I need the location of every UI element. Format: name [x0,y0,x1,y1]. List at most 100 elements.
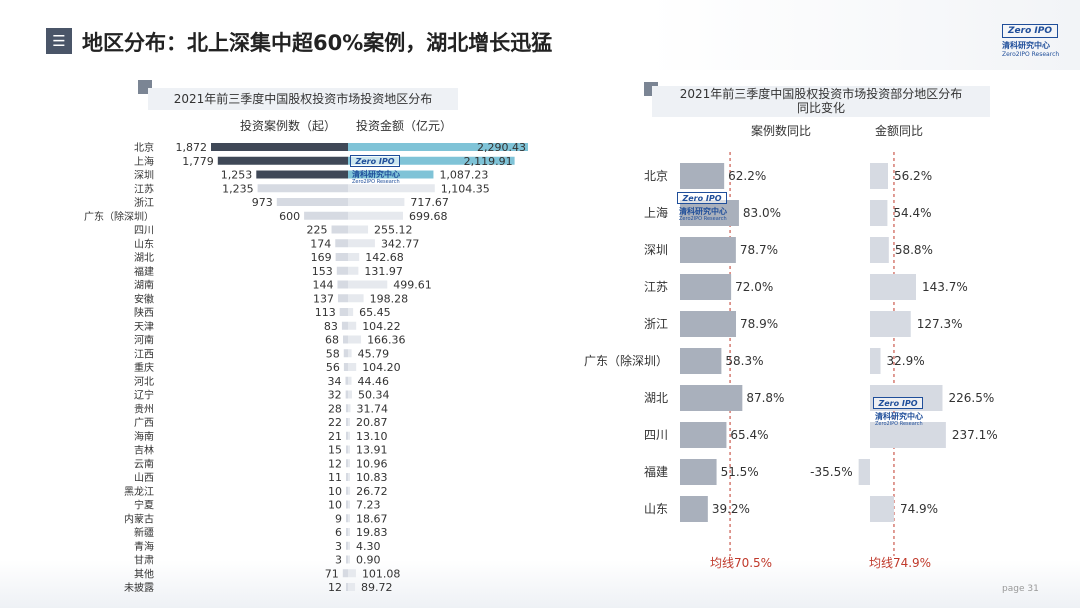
amount-value-label: 1,104.35 [441,182,490,195]
amount-value-label: 31.74 [356,402,388,415]
region-label: 广西 [134,417,154,429]
cases-bar [346,583,348,591]
amount-value-label: 45.79 [358,347,390,360]
cases-value-label: 600 [279,210,300,223]
cases-value-label: 225 [307,224,328,237]
yoy-region-label: 湖北 [644,390,668,405]
cases-bar [257,184,348,193]
yoy-region-label: 四川 [644,428,668,442]
amount-bar [348,308,354,316]
amount-bar [348,225,369,234]
amount-bar [348,376,352,385]
cases-value-label: 58 [326,347,340,360]
amount-bar [348,266,359,275]
watermark-left: Zero IPO 清科研究中心 Zero2IPO Research [350,155,410,191]
amount-bar [348,390,352,399]
watermark-sub: Zero2IPO Research [679,216,727,222]
amount-yoy-value-label: 237.1% [952,428,998,442]
watermark-right-bottom: Zero IPO 清科研究中心 Zero2IPO Research [873,397,933,433]
cases-value-label: 56 [326,361,340,374]
amount-value-label: 142.68 [365,251,404,264]
region-label: 河南 [134,334,154,347]
amount-value-label: 4.30 [356,540,381,553]
amount-value-label: 7.23 [356,499,381,512]
cases-bar [346,486,348,495]
amount-yoy-bar [870,237,889,263]
cases-value-label: 1,779 [182,155,214,168]
amount-yoy-value-label: 74.9% [900,502,938,516]
cases-yoy-bar [680,385,743,411]
left-series-label: 投资案例数（起） [240,118,336,133]
cases-bar [345,376,348,385]
cases-bar [304,211,348,220]
region-label: 内蒙古 [124,512,154,525]
amount-bar [348,170,434,179]
amount-yoy-value-label: 32.9% [887,354,925,368]
region-label: 湖北 [134,252,154,264]
watermark-name: 清科研究中心 [875,412,923,421]
cases-bar [346,445,348,454]
cases-value-label: 1,253 [221,169,253,182]
amount-value-label: 20.87 [356,416,388,429]
cases-yoy-value-label: 72.0% [735,280,773,294]
region-label: 重庆 [134,361,154,374]
amount-value-label: 65.45 [359,306,391,319]
region-label: 四川 [134,226,154,237]
amount-yoy-value-label: 127.3% [917,317,963,331]
cases-yoy-value-label: 65.4% [730,428,768,442]
region-label: 新疆 [134,526,154,539]
right-chart-title: 2021年前三季度中国股权投资市场投资部分地区分布 同比变化 [652,86,990,117]
cases-yoy-value-label: 78.7% [740,243,778,257]
cases-bar [343,335,348,344]
amount-yoy-header: 金额同比 [875,123,923,138]
amount-bar [348,253,360,261]
watermark-badge: Zero IPO [350,155,400,167]
cases-yoy-bar [680,274,732,300]
amount-value-label: 101.08 [362,567,401,580]
cases-bar [256,170,348,179]
amount-bar [348,459,350,468]
cases-bar [346,500,348,509]
amount-bar [348,239,375,248]
amount-bar [348,445,350,454]
amount-value-label: 89.72 [361,581,393,594]
amount-bar [348,486,351,495]
amount-value-label: 19.83 [356,526,388,539]
cases-bar [345,390,348,399]
cases-bar [346,459,348,468]
cases-value-label: 28 [328,402,342,415]
cases-bar [331,225,348,234]
left-chart-title: 2021年前三季度中国股权投资市场投资地区分布 [148,88,458,110]
cases-yoy-bar [680,163,725,189]
cases-value-label: 32 [328,389,342,402]
amount-value-label: 44.46 [357,375,389,388]
logo-sub: Zero2IPO Research [1002,51,1060,58]
amount-yoy-value-label: 54.4% [893,206,931,220]
header-background [0,0,1080,70]
amount-bar [348,431,350,440]
cases-value-label: 113 [315,306,336,319]
region-label: 江西 [134,348,154,360]
yoy-region-label: 江苏 [644,280,668,294]
cases-value-label: 68 [325,334,339,347]
amount-value-label: 699.68 [409,210,448,223]
cases-bar [335,239,348,248]
cases-yoy-value-label: 62.2% [728,169,766,183]
region-label: 青海 [134,540,154,553]
page-title: 地区分布：北上深集中超60%案例，湖北增长迅猛 [82,31,553,55]
amount-bar [348,514,350,523]
yoy-region-label: 北京 [644,169,668,183]
region-label: 上海 [134,155,154,168]
amount-bar [348,473,350,481]
amount-yoy-bar [870,496,894,522]
amount-bar [348,583,356,591]
cases-bar [342,569,348,578]
cases-value-label: 10 [328,485,342,498]
cases-bar [336,266,348,275]
cases-bar [343,363,348,371]
cases-yoy-bar [680,422,727,448]
amount-value-label: 255.12 [374,224,413,237]
yoy-region-label: 上海 [644,205,668,220]
watermark-badge: Zero IPO [873,397,923,409]
